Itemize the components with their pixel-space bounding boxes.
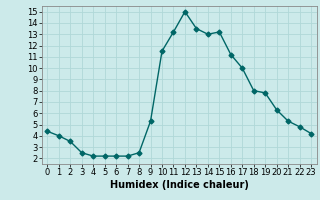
X-axis label: Humidex (Indice chaleur): Humidex (Indice chaleur) — [110, 180, 249, 190]
